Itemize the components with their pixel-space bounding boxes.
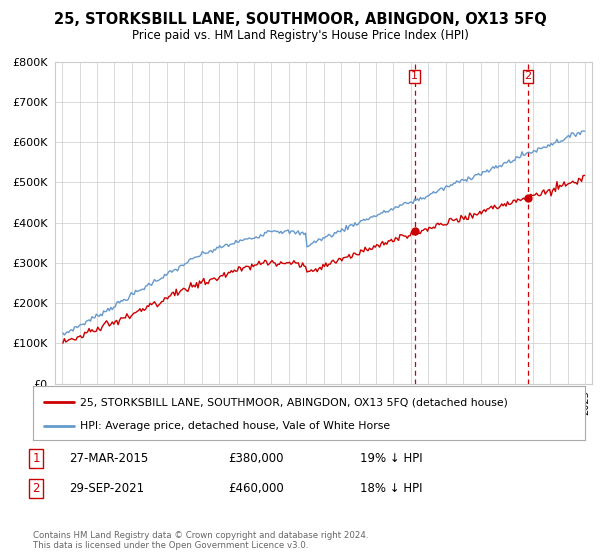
Text: 2: 2 [524,71,532,81]
Text: 19% ↓ HPI: 19% ↓ HPI [360,451,422,465]
Text: 29-SEP-2021: 29-SEP-2021 [69,482,144,496]
Text: 18% ↓ HPI: 18% ↓ HPI [360,482,422,496]
Text: £380,000: £380,000 [228,451,284,465]
Text: Price paid vs. HM Land Registry's House Price Index (HPI): Price paid vs. HM Land Registry's House … [131,29,469,42]
Text: HPI: Average price, detached house, Vale of White Horse: HPI: Average price, detached house, Vale… [80,421,390,431]
Text: Contains HM Land Registry data © Crown copyright and database right 2024.
This d: Contains HM Land Registry data © Crown c… [33,530,368,550]
Text: 25, STORKSBILL LANE, SOUTHMOOR, ABINGDON, OX13 5FQ: 25, STORKSBILL LANE, SOUTHMOOR, ABINGDON… [53,12,547,27]
Text: 27-MAR-2015: 27-MAR-2015 [69,451,148,465]
Text: 1: 1 [32,451,40,465]
Text: 1: 1 [411,71,418,81]
Text: £460,000: £460,000 [228,482,284,496]
Text: 2: 2 [32,482,40,496]
Text: 25, STORKSBILL LANE, SOUTHMOOR, ABINGDON, OX13 5FQ (detached house): 25, STORKSBILL LANE, SOUTHMOOR, ABINGDON… [80,398,508,407]
